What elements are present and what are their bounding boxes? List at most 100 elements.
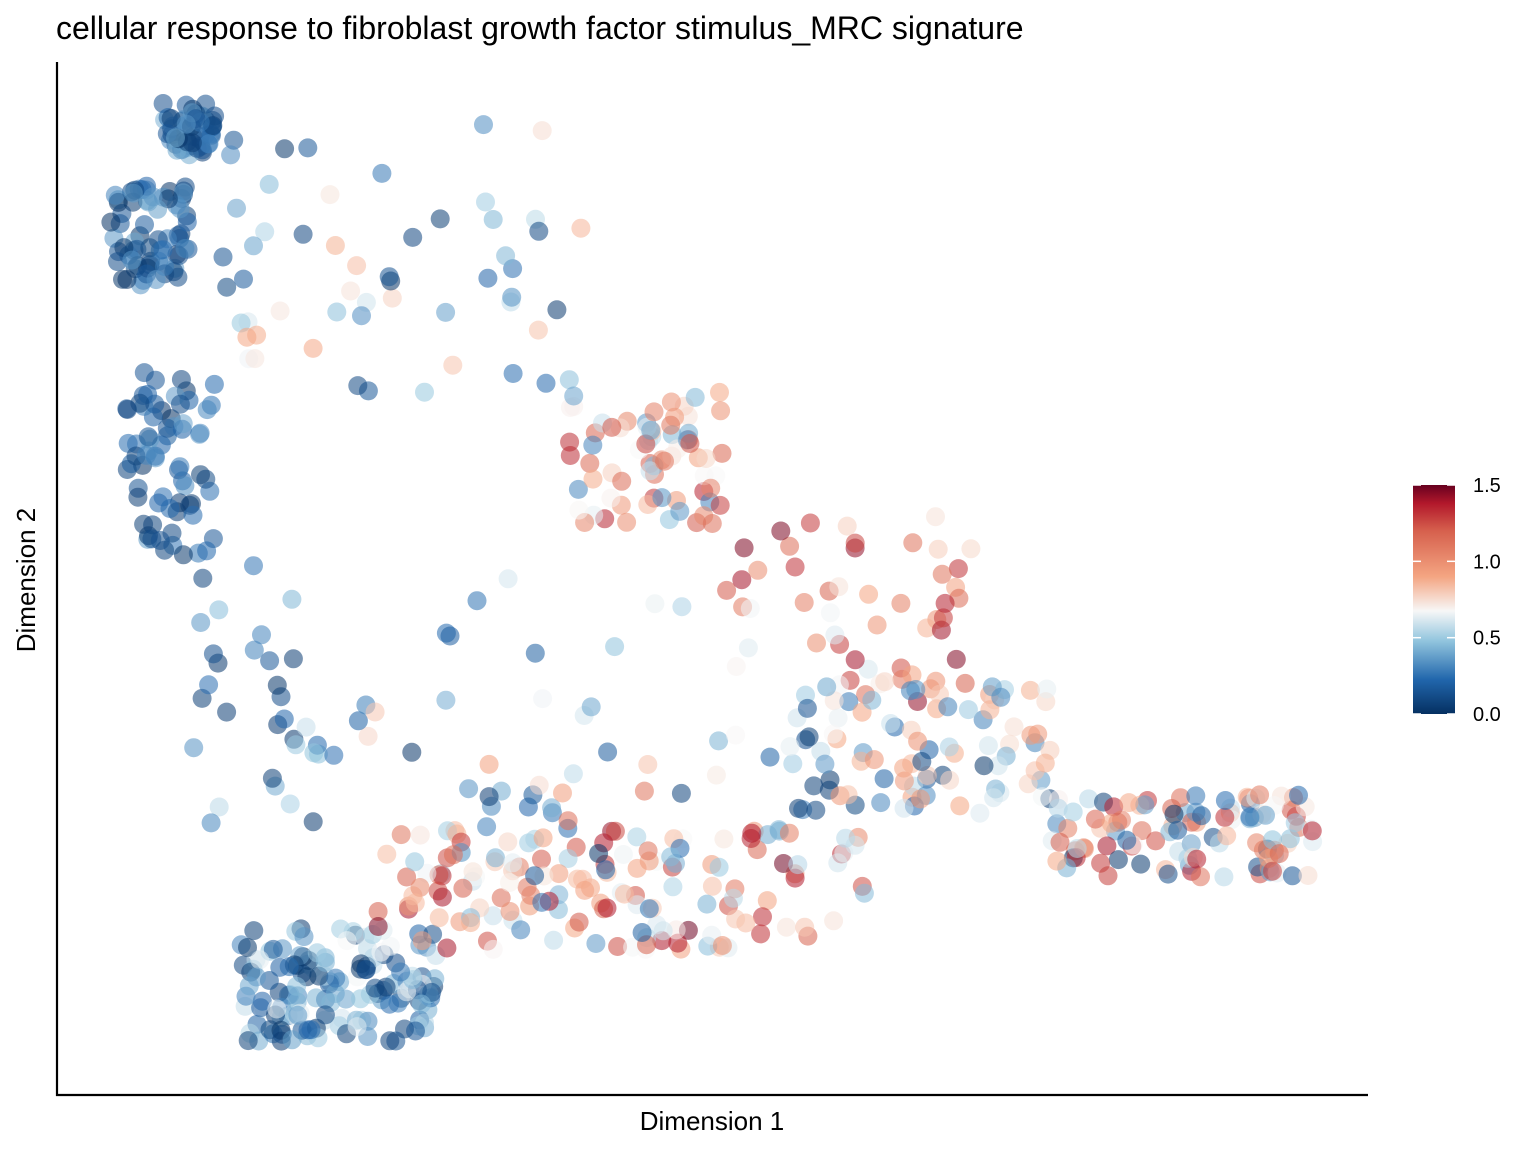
data-point <box>558 811 578 831</box>
data-point <box>379 267 399 287</box>
data-point <box>1263 861 1282 881</box>
data-point <box>255 222 275 242</box>
data-point <box>738 638 758 658</box>
data-point <box>402 742 422 762</box>
data-point <box>478 268 498 288</box>
data-point <box>950 796 970 816</box>
data-point <box>946 649 966 669</box>
data-point <box>244 640 264 660</box>
data-point <box>663 877 683 897</box>
data-point <box>580 453 600 473</box>
data-point <box>1168 820 1188 840</box>
data-point <box>403 227 423 247</box>
data-point <box>436 302 456 322</box>
data-point <box>365 702 385 722</box>
data-point <box>1192 806 1211 826</box>
data-point <box>105 185 125 205</box>
data-point <box>891 593 911 613</box>
data-point <box>327 302 347 322</box>
data-point <box>589 844 609 863</box>
data-point <box>231 313 251 333</box>
data-point <box>130 393 150 413</box>
data-point <box>108 252 127 272</box>
data-point <box>575 880 595 900</box>
data-point <box>474 115 493 135</box>
data-point <box>709 731 729 751</box>
data-point <box>336 989 356 1009</box>
data-point <box>1215 807 1235 827</box>
data-point <box>1032 787 1052 807</box>
data-point <box>533 689 553 709</box>
data-point <box>143 515 163 535</box>
data-point <box>938 697 958 717</box>
data-point <box>779 823 799 843</box>
data-point <box>928 539 948 559</box>
data-point <box>598 742 618 762</box>
data-point <box>1132 821 1152 841</box>
data-point <box>1146 831 1166 851</box>
data-point <box>315 1005 335 1025</box>
data-point <box>500 902 520 921</box>
data-point <box>774 854 793 873</box>
data-point <box>661 847 681 867</box>
data-point <box>597 898 617 918</box>
data-point <box>564 386 584 406</box>
data-point <box>1186 786 1206 806</box>
data-point <box>503 853 523 873</box>
data-point <box>209 600 229 620</box>
data-point <box>250 950 270 970</box>
data-point <box>740 599 760 618</box>
data-point <box>958 700 978 720</box>
data-point <box>391 825 411 845</box>
data-point <box>238 1031 258 1051</box>
data-point <box>1108 850 1128 870</box>
data-point <box>875 672 895 692</box>
data-point <box>542 798 562 818</box>
data-point <box>529 775 549 795</box>
data-point <box>932 564 952 584</box>
data-point <box>529 221 549 241</box>
data-point <box>287 976 307 996</box>
data-point <box>571 218 591 238</box>
data-point <box>221 145 241 165</box>
data-point <box>1191 867 1210 887</box>
data-point <box>382 288 402 308</box>
data-point <box>536 373 556 393</box>
data-point <box>757 891 777 911</box>
data-point <box>742 823 762 843</box>
data-point <box>467 591 487 611</box>
data-point <box>871 793 891 813</box>
data-point <box>641 420 661 440</box>
data-point <box>303 338 323 358</box>
data-point <box>496 246 516 266</box>
data-point <box>955 673 975 693</box>
data-point <box>783 754 803 774</box>
data-point <box>825 625 845 645</box>
data-point <box>581 697 601 717</box>
data-point <box>612 471 632 491</box>
data-point <box>1298 866 1318 885</box>
data-point <box>432 866 452 886</box>
data-point <box>1035 753 1055 773</box>
data-point <box>282 1030 302 1050</box>
data-point <box>838 785 858 805</box>
data-point <box>1085 809 1105 829</box>
data-point <box>644 402 664 422</box>
data-point <box>638 841 658 861</box>
data-point <box>776 917 796 937</box>
data-point <box>197 541 217 561</box>
data-point <box>1117 830 1137 850</box>
data-point <box>702 876 722 896</box>
data-point <box>1280 829 1300 849</box>
data-point <box>696 449 716 468</box>
data-point <box>437 938 457 958</box>
data-point <box>479 754 499 774</box>
data-point <box>356 960 376 980</box>
data-point <box>245 349 265 369</box>
data-point <box>974 756 994 776</box>
data-point <box>502 287 522 307</box>
data-point <box>525 643 545 663</box>
data-point <box>288 1005 308 1025</box>
data-point <box>961 539 981 559</box>
